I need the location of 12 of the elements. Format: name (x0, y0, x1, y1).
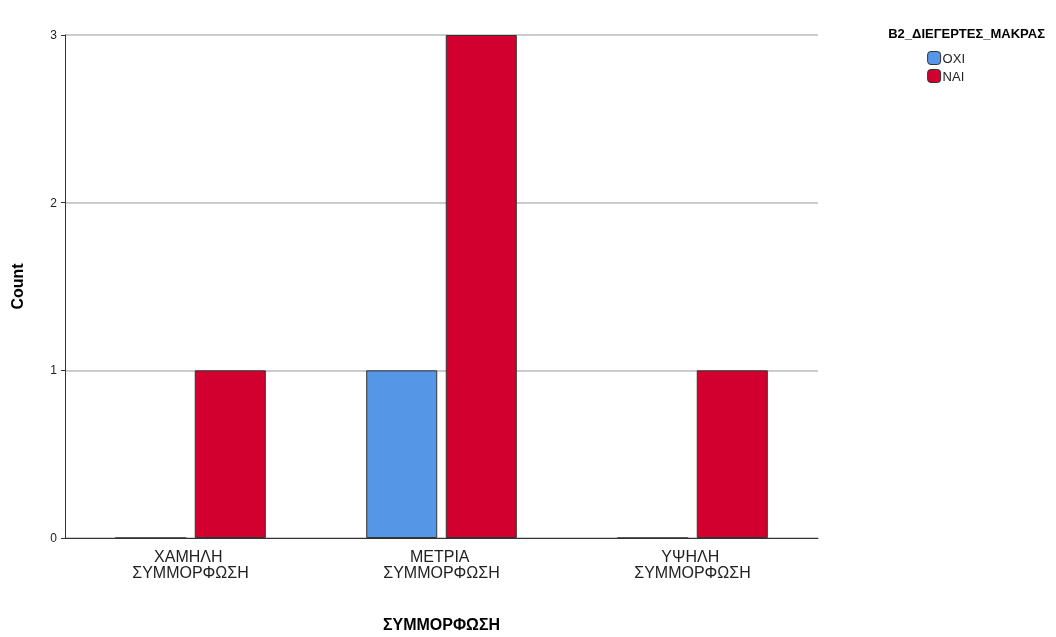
y-tick-label: 0 (50, 531, 58, 545)
x-tick-label: ΧΑΜΗΛΗ ΣΥΜΜΟΡΦΩΣΗ (132, 547, 249, 581)
y-tick-label: 1 (50, 363, 58, 378)
legend-label: ΝΑΙ (942, 68, 965, 84)
y-axis-title: Count (8, 262, 26, 310)
y-tick-label: 3 (50, 28, 58, 42)
y-tick-label: 2 (50, 195, 58, 210)
legend-label: ΟΧΙ (942, 50, 966, 66)
x-tick-label: ΜΕΤΡΙΑ ΣΥΜΜΟΡΦΩΣΗ (383, 547, 500, 581)
legend-title: B2_ΔΙΕΓΕΡΤΕΣ_ΜΑΚΡΑΣ (888, 26, 1046, 41)
x-tick-label: ΥΨΗΛΗ ΣΥΜΜΟΡΦΩΣΗ (634, 547, 751, 581)
x-axis-title: ΣΥΜΜΟΡΦΩΣΗ (382, 615, 501, 633)
